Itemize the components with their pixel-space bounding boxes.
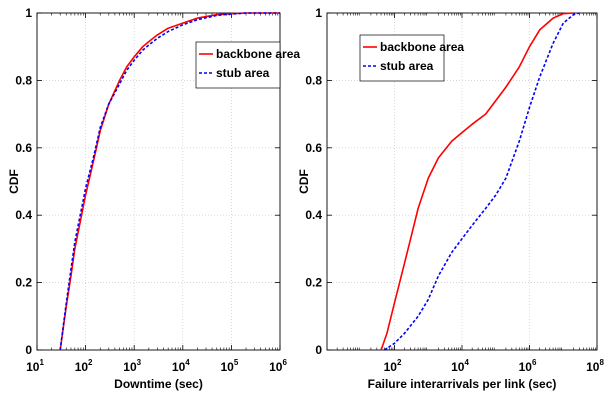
y-tick-label: 0.4	[15, 208, 32, 222]
x-tick-label: 102	[75, 358, 93, 374]
y-tick-label: 1	[315, 6, 322, 20]
y-axis-label: CDF	[7, 169, 21, 194]
series-line-backbone-area	[59, 12, 280, 351]
legend-label: stub area	[216, 66, 270, 80]
x-tick-label: 105	[220, 358, 238, 374]
chart-downtime-cdf: 101 102 103 104 105 106 0 0.2 0.4 0.6 0.8 1 Downtime…	[7, 6, 300, 391]
x-tick-label: 101	[26, 358, 44, 374]
x-tick-label: 104	[451, 358, 469, 374]
legend-label: backbone area	[380, 40, 464, 54]
x-axis-label: Failure interarrivals per link (sec)	[368, 377, 557, 391]
legend-label: backbone area	[216, 47, 300, 61]
series-line-stub-area	[383, 12, 580, 351]
y-tick-label: 0	[25, 343, 32, 357]
x-axis-label: Downtime (sec)	[114, 377, 203, 391]
legend-box	[195, 41, 281, 89]
legend: backbone area stub area	[359, 34, 464, 82]
y-tick-label: 0.8	[305, 73, 322, 87]
y-tick-label: 1	[25, 6, 32, 20]
x-tick-label: 106	[519, 358, 537, 374]
plot-frame	[326, 12, 598, 351]
x-tick-label: 103	[123, 358, 141, 374]
y-tick-label: 0.6	[305, 141, 322, 155]
x-tick-label: 104	[172, 358, 190, 374]
y-tick-label: 0.4	[305, 208, 322, 222]
y-tick-label: 0	[315, 343, 322, 357]
y-tick-label: 0.6	[15, 141, 32, 155]
legend-box	[359, 34, 445, 82]
x-tick-label: 108	[586, 358, 604, 374]
y-tick-label: 0.8	[15, 73, 32, 87]
legend: backbone area stub area	[195, 41, 300, 89]
series-line-stub-area	[59, 12, 280, 351]
chart-failure-interarrivals-cdf: 102 104 106 108 0 0.2 0.4 0.6 0.8 1 Failure intera…	[297, 6, 604, 391]
plot-frame	[36, 12, 281, 351]
y-tick-label: 0.2	[305, 276, 322, 290]
x-tick-label: 106	[269, 358, 287, 374]
legend-label: stub area	[380, 59, 434, 73]
y-tick-label: 0.2	[15, 276, 32, 290]
series-line-backbone-area	[380, 12, 574, 351]
y-axis-label: CDF	[297, 169, 311, 194]
x-tick-label: 102	[384, 358, 402, 374]
